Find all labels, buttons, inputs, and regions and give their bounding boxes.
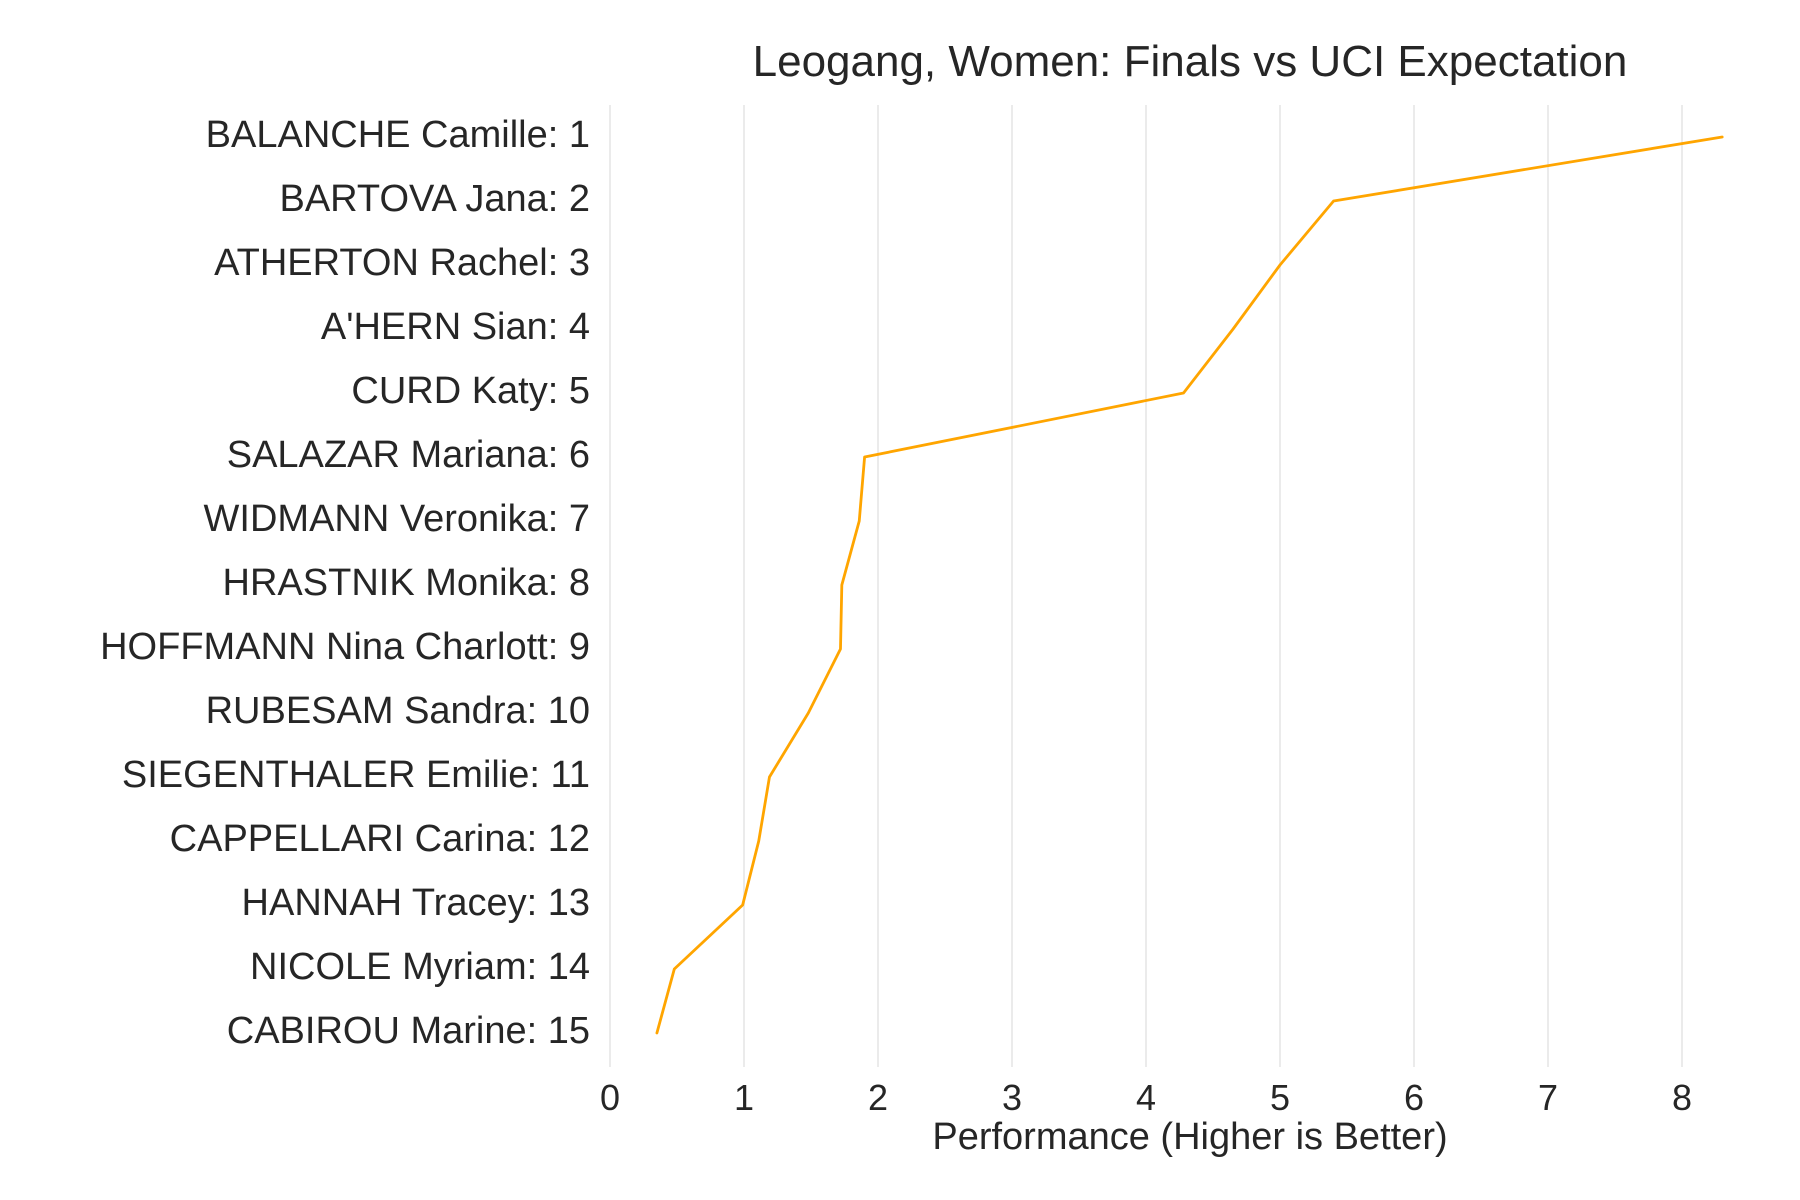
y-axis-label: BARTOVA Jana: 2 — [279, 178, 590, 220]
performance-series — [655, 135, 1724, 1035]
y-axis-label: RUBESAM Sandra: 10 — [206, 690, 590, 732]
x-axis-title: Performance (Higher is Better) — [932, 1116, 1447, 1158]
y-axis-label: HOFFMANN Nina Charlott: 9 — [100, 626, 590, 668]
performance-line — [655, 135, 1724, 1035]
y-axis-label: NICOLE Myriam: 14 — [250, 946, 590, 988]
chart-title: Leogang, Women: Finals vs UCI Expectatio… — [753, 37, 1628, 86]
x-tick-label: 7 — [1538, 1077, 1558, 1118]
y-axis-label: HRASTNIK Monika: 8 — [223, 562, 590, 604]
x-tick-label: 0 — [600, 1077, 620, 1118]
vertical-grid — [609, 105, 1683, 1067]
y-axis-label: A'HERN Sian: 4 — [321, 306, 590, 348]
x-tick-label: 1 — [734, 1077, 754, 1118]
y-axis-label: SALAZAR Mariana: 6 — [227, 434, 590, 476]
x-tick-label: 8 — [1672, 1077, 1692, 1118]
y-axis-label: SIEGENTHALER Emilie: 11 — [122, 754, 590, 796]
y-axis-label: HANNAH Tracey: 13 — [242, 882, 590, 924]
x-tick-label: 2 — [868, 1077, 888, 1118]
y-axis-label: CURD Katy: 5 — [351, 370, 590, 412]
y-axis-label: WIDMANN Veronika: 7 — [204, 498, 590, 540]
x-tick-label: 5 — [1270, 1077, 1290, 1118]
y-axis-label: BALANCHE Camille: 1 — [206, 114, 590, 156]
x-tick-label: 4 — [1136, 1077, 1156, 1118]
x-axis-ticks: 0 1 2 3 4 5 6 7 8 — [600, 1077, 1692, 1118]
y-axis-label: CAPPELLARI Carina: 12 — [170, 818, 590, 860]
x-tick-label: 3 — [1002, 1077, 1022, 1118]
y-axis-label: ATHERTON Rachel: 3 — [214, 242, 590, 284]
x-tick-label: 6 — [1404, 1077, 1424, 1118]
y-axis-label: CABIROU Marine: 15 — [227, 1010, 590, 1052]
y-axis-labels: BALANCHE Camille: 1 BARTOVA Jana: 2 ATHERT… — [100, 114, 590, 1052]
